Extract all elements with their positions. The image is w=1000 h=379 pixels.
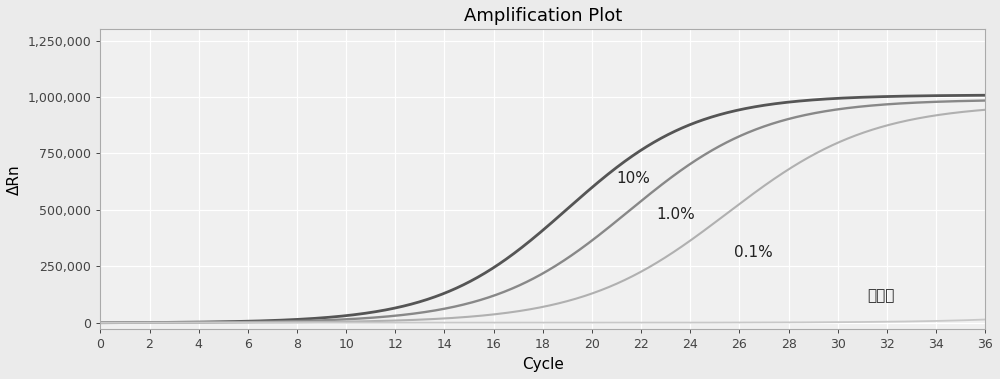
Y-axis label: ΔRn: ΔRn [7,164,22,195]
X-axis label: Cycle: Cycle [522,357,564,372]
Text: 10%: 10% [617,171,650,186]
Text: 0.1%: 0.1% [734,245,773,260]
Text: 1.0%: 1.0% [656,207,695,222]
Title: Amplification Plot: Amplification Plot [464,7,622,25]
Text: 野生型: 野生型 [867,288,895,303]
